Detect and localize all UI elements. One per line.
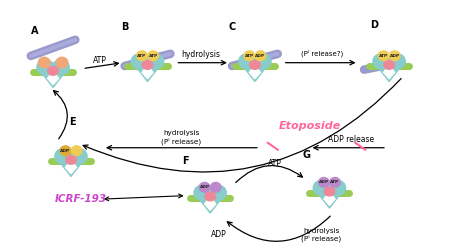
- Ellipse shape: [71, 149, 87, 164]
- Ellipse shape: [378, 51, 389, 61]
- Text: C: C: [228, 22, 236, 32]
- Ellipse shape: [245, 57, 264, 71]
- Text: ATP: ATP: [148, 54, 158, 58]
- Text: Etoposide: Etoposide: [278, 121, 341, 131]
- Ellipse shape: [38, 57, 50, 68]
- Polygon shape: [47, 71, 59, 85]
- Ellipse shape: [137, 51, 147, 61]
- Ellipse shape: [56, 57, 68, 68]
- Text: G: G: [302, 150, 310, 160]
- Ellipse shape: [61, 152, 81, 166]
- Text: D: D: [370, 20, 378, 30]
- Polygon shape: [324, 192, 335, 205]
- Polygon shape: [142, 65, 153, 79]
- Ellipse shape: [319, 178, 329, 187]
- Text: ADP: ADP: [210, 230, 227, 239]
- Polygon shape: [376, 65, 401, 81]
- Polygon shape: [317, 192, 342, 208]
- Ellipse shape: [199, 183, 210, 192]
- Ellipse shape: [138, 57, 157, 71]
- Ellipse shape: [37, 60, 54, 75]
- Ellipse shape: [147, 54, 164, 69]
- Ellipse shape: [43, 63, 63, 77]
- Ellipse shape: [239, 54, 255, 69]
- Ellipse shape: [205, 192, 216, 201]
- Polygon shape: [242, 65, 267, 81]
- Text: ADP: ADP: [200, 185, 210, 189]
- Ellipse shape: [250, 61, 260, 69]
- Ellipse shape: [329, 180, 346, 195]
- Ellipse shape: [60, 146, 71, 156]
- Text: ATP: ATP: [93, 56, 107, 65]
- Polygon shape: [58, 160, 83, 177]
- Text: ATP: ATP: [379, 54, 388, 58]
- Text: B: B: [121, 22, 128, 32]
- Text: ATP: ATP: [137, 54, 146, 58]
- Text: ADP: ADP: [319, 180, 329, 184]
- Ellipse shape: [244, 51, 255, 61]
- Ellipse shape: [71, 146, 82, 156]
- Ellipse shape: [142, 61, 153, 69]
- Ellipse shape: [373, 54, 390, 69]
- Text: E: E: [69, 117, 76, 127]
- Ellipse shape: [53, 60, 69, 75]
- Polygon shape: [41, 71, 65, 87]
- Ellipse shape: [319, 184, 339, 197]
- Polygon shape: [249, 65, 260, 79]
- Ellipse shape: [313, 180, 330, 195]
- Ellipse shape: [389, 51, 400, 61]
- Text: ICRF-193: ICRF-193: [55, 194, 107, 204]
- Polygon shape: [65, 160, 76, 174]
- Text: ATP: ATP: [268, 159, 282, 168]
- Text: hydrolysis
(Pᴵ release): hydrolysis (Pᴵ release): [161, 130, 201, 145]
- Text: ADP: ADP: [255, 54, 265, 58]
- Ellipse shape: [255, 51, 266, 61]
- Ellipse shape: [55, 149, 72, 164]
- Ellipse shape: [379, 57, 399, 71]
- Polygon shape: [383, 65, 395, 79]
- Text: (Pᴵ release?): (Pᴵ release?): [301, 49, 343, 57]
- Ellipse shape: [194, 185, 211, 200]
- Text: ADP: ADP: [390, 54, 400, 58]
- Text: ADP: ADP: [60, 149, 71, 153]
- Ellipse shape: [324, 187, 335, 196]
- Ellipse shape: [330, 178, 340, 187]
- Polygon shape: [135, 65, 160, 81]
- Text: hydrolysis
(Pᴵ release): hydrolysis (Pᴵ release): [301, 228, 341, 242]
- Text: ADP release: ADP release: [328, 135, 374, 144]
- Text: hydrolysis: hydrolysis: [182, 50, 221, 59]
- Ellipse shape: [201, 189, 220, 202]
- Polygon shape: [198, 197, 223, 213]
- Text: F: F: [182, 156, 189, 166]
- Text: ATP: ATP: [245, 54, 254, 58]
- Ellipse shape: [210, 183, 221, 192]
- Ellipse shape: [66, 155, 76, 164]
- Ellipse shape: [131, 54, 148, 69]
- Polygon shape: [205, 197, 216, 210]
- Ellipse shape: [255, 54, 271, 69]
- Ellipse shape: [389, 54, 405, 69]
- Ellipse shape: [384, 61, 394, 69]
- Ellipse shape: [48, 66, 58, 75]
- Ellipse shape: [210, 185, 226, 200]
- Text: A: A: [31, 26, 39, 36]
- Text: ATP: ATP: [330, 180, 339, 184]
- Ellipse shape: [148, 51, 158, 61]
